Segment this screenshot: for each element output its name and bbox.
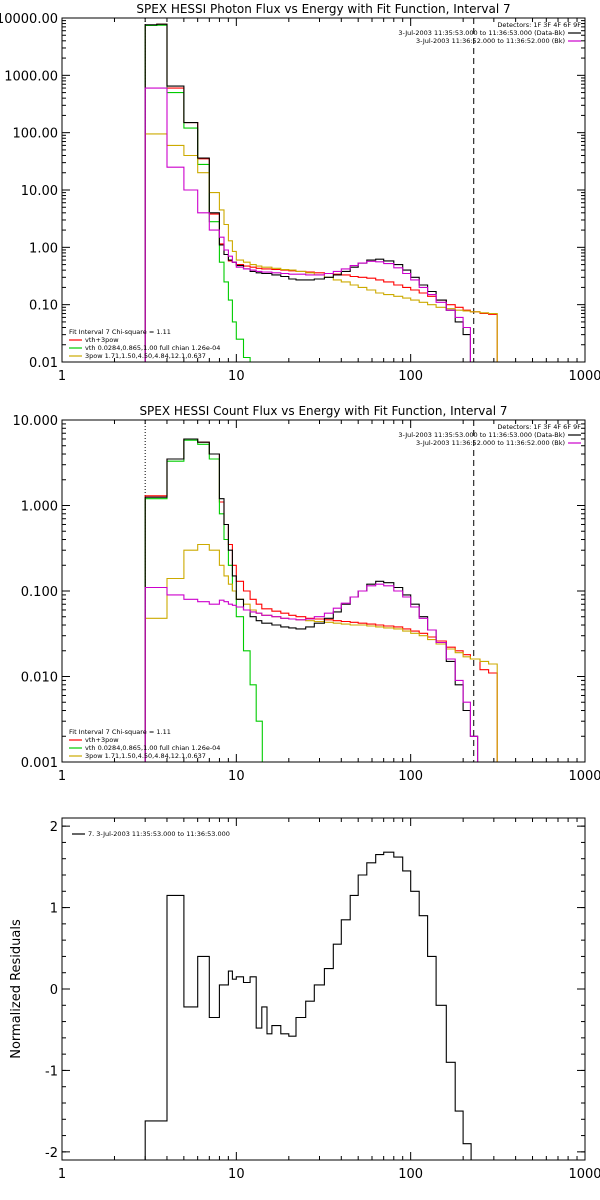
y-tick-label: 0.100 — [21, 585, 58, 600]
series-bk — [144, 87, 479, 362]
series-3pow — [144, 133, 498, 362]
legend-left-text: 3pow 1.71,1.50,4.50,4.84,12.1,0.637 — [85, 752, 206, 760]
legend-right-text: 3-Jul-2003 11:36:52.000 to 11:36:52.000 … — [416, 439, 565, 447]
y-tick-label: 0.001 — [21, 756, 58, 771]
series-3pow — [144, 543, 498, 762]
residual-legend-text: 7. 3-Jul-2003 11:35:53.000 to 11:36:53.0… — [88, 830, 230, 838]
y-tick-label: 10000.00 — [0, 12, 58, 27]
x-tick-label: 100 — [398, 1167, 423, 1182]
x-tick-label: 100 — [398, 769, 423, 784]
chart-panel-2: SPEX HESSI Count Flux vs Energy with Fit… — [13, 404, 600, 784]
series-data-bk — [144, 438, 479, 762]
chart-panel-1: SPEX HESSI Photon Flux vs Energy with Fi… — [0, 2, 600, 384]
x-tick-label: 100 — [398, 369, 423, 384]
x-tick-label: 1000 — [568, 1167, 600, 1182]
plot-area — [144, 420, 498, 762]
chart-title: SPEX HESSI Photon Flux vs Energy with Fi… — [136, 2, 510, 16]
legend-right-text: 3-Jul-2003 11:35:53.000 to 11:36:53.000 … — [398, 431, 565, 439]
y-tick-label: 0.010 — [21, 671, 58, 686]
legend-left-text: vth+3pow — [85, 736, 119, 744]
y-tick-label: 10.00 — [21, 184, 58, 199]
series-data-bk — [144, 23, 479, 362]
plot-area — [144, 851, 472, 1160]
x-tick-label: 10 — [228, 769, 245, 784]
legend-left-text: 3pow 1.71,1.50,4.50,4.84,12.1,0.637 — [85, 352, 206, 360]
y-tick-label: 100.00 — [13, 127, 59, 142]
fit-interval-label: Fit Interval 7 Chi-square = 1.11 — [69, 728, 171, 736]
series-7- — [144, 851, 472, 1160]
legend-right-text: 3-Jul-2003 11:36:52.000 to 11:36:52.000 … — [416, 37, 565, 45]
y-tick-label: -2 — [45, 1146, 58, 1161]
y-tick-label: 1.00 — [29, 241, 58, 256]
chart-panel-3: 1 10 100 1000 -2 -1 0 1 2 7. 3-Jul-2003 11:35:53.… — [9, 817, 600, 1182]
y-tick-label: 1.000 — [21, 500, 58, 515]
detectors-label: Detectors: 1F 3F 4F 6F 9F — [497, 423, 581, 431]
x-tick-label: 1 — [58, 369, 66, 384]
series-bk — [144, 583, 479, 762]
series-vth — [144, 24, 251, 362]
series-vth — [144, 439, 263, 762]
y-tick-label: 0.10 — [29, 299, 58, 314]
plot-area — [144, 18, 498, 362]
legend-left-text: vth+3pow — [85, 336, 119, 344]
detectors-label: Detectors: 1F 3F 4F 6F 9F — [497, 21, 581, 29]
y-tick-label: 1 — [50, 902, 58, 917]
y-tick-label: 10.000 — [13, 414, 59, 429]
y-tick-label: 0 — [50, 983, 58, 998]
legend-left-text: vth 0.0284,0.865,1.00 full chian 1.26e-0… — [85, 744, 220, 752]
y-tick-label: 2 — [50, 820, 58, 835]
y-tick-label: 0.01 — [29, 356, 58, 371]
x-tick-label: 10 — [228, 369, 245, 384]
plot-frame — [61, 17, 586, 363]
series-vth-3pow — [144, 438, 498, 762]
y-tick-label: -1 — [45, 1064, 58, 1079]
x-tick-label: 1 — [58, 769, 66, 784]
x-tick-label: 10 — [228, 1167, 245, 1182]
plot-frame — [61, 817, 586, 1161]
x-tick-label: 1 — [58, 1167, 66, 1182]
legend-right-text: 3-Jul-2003 11:35:53.000 to 11:36:53.000 … — [398, 29, 565, 37]
x-tick-label: 1000 — [568, 769, 600, 784]
x-tick-label: 1000 — [568, 369, 600, 384]
fit-interval-label: Fit Interval 7 Chi-square = 1.11 — [69, 328, 171, 336]
y-tick-label: 1000.00 — [4, 69, 58, 84]
chart-title: SPEX HESSI Count Flux vs Energy with Fit… — [139, 404, 507, 418]
legend-left-text: vth 0.0284,0.865,1.00 full chian 1.26e-0… — [85, 344, 220, 352]
plot-frame — [61, 419, 586, 763]
y-axis-label: Normalized Residuals — [9, 919, 24, 1059]
